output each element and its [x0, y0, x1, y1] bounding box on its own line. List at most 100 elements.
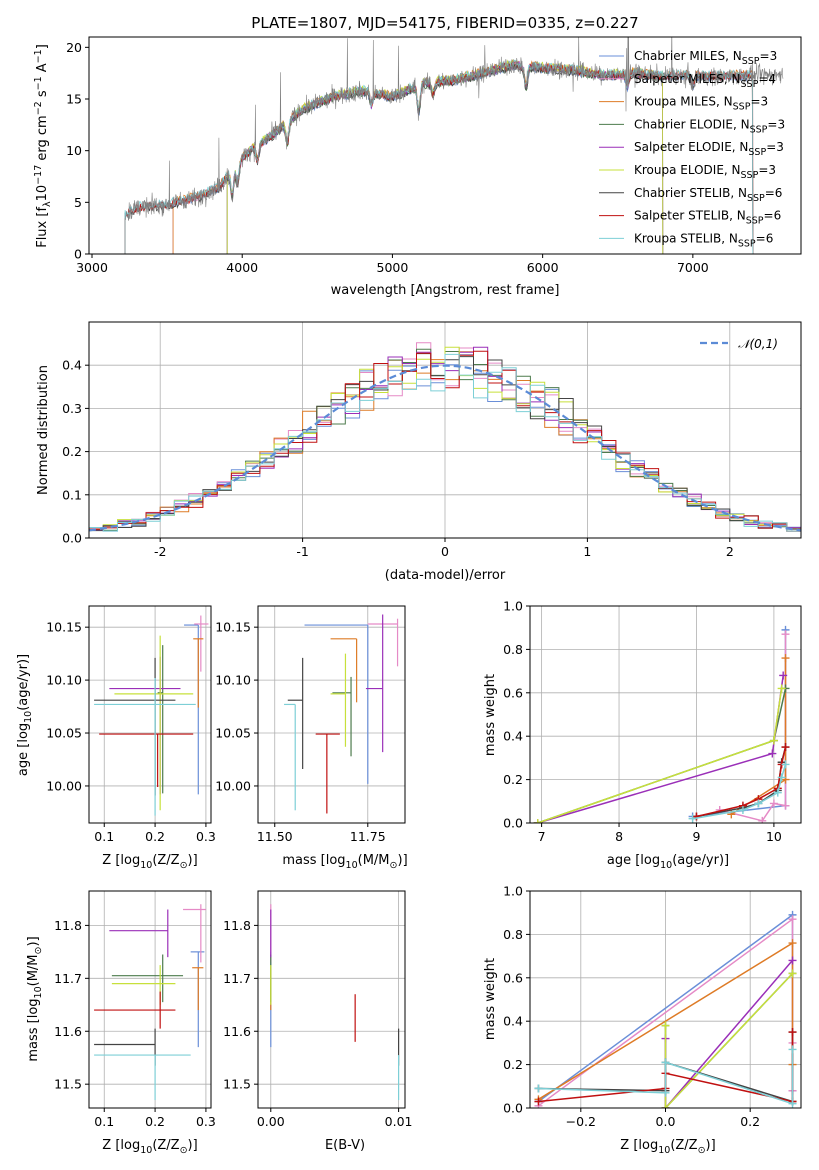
weight-marker: [788, 1028, 797, 1037]
text-span: E(B-V): [325, 1138, 365, 1153]
text-span: SSP: [733, 102, 751, 113]
legend-label: Kroupa ELODIE, NSSP=3: [634, 163, 776, 181]
error-bar-point: [304, 624, 369, 784]
weight-marker: [788, 1045, 797, 1054]
x-tick-label: 4000: [226, 260, 258, 275]
text-span: SSP: [738, 238, 756, 249]
weight-marker: [768, 749, 777, 758]
text-span: ]: [35, 44, 50, 49]
legend-label: Chabrier STELIB, NSSP=6: [634, 186, 782, 204]
error-bar-point: [284, 703, 296, 811]
text-span: )]: [188, 1138, 198, 1153]
y-tick-label: 1.0: [503, 884, 523, 899]
text-span: ⊙: [180, 1145, 188, 1156]
weight-marker: [534, 1084, 543, 1093]
text-span: age [log: [607, 853, 660, 868]
y-tick-label: 0.2: [503, 1057, 523, 1072]
panel-mass_vs_Z: 0.1 0.2 0.3 11.5 11.6 11.7 11.8: [54, 890, 216, 1129]
y-axis-label: mass weight: [483, 674, 498, 756]
text-span: SSP: [746, 216, 764, 227]
plot-area: [94, 904, 206, 1101]
weight-marker: [769, 736, 778, 745]
legend-label: Salpeter STELIB, NSSP=6: [634, 209, 781, 227]
weight-marker: [758, 816, 767, 823]
text-span: )]: [26, 936, 41, 946]
legend-label: 𝒩(0,1): [738, 337, 778, 351]
text-span: −1: [33, 49, 44, 63]
error-bar-point: [184, 624, 199, 795]
x-tick-label: 0.01: [385, 1114, 413, 1129]
text-span: 10: [346, 860, 358, 871]
text-span: SSP: [741, 170, 759, 181]
x-tick-label: -1: [296, 544, 308, 559]
text-span: ⊙: [33, 947, 44, 955]
y-tick-label: 10.00: [215, 778, 251, 793]
text-span: mass weight: [483, 958, 498, 1040]
text-span: (M/M: [358, 853, 390, 868]
legend-label: Chabrier MILES, NSSP=3: [634, 49, 777, 67]
x-tick-label: 10: [766, 829, 782, 844]
text-span: 10: [658, 1145, 670, 1156]
panel-spectrum: 3000 4000 5000 6000 7000 0 5 10 15 20: [66, 36, 802, 275]
weight-marker: [788, 1099, 797, 1108]
text-span: λ: [42, 201, 53, 207]
legend-label: Salpeter MILES, NSSP=4: [634, 72, 776, 90]
text-span: −17: [33, 165, 44, 185]
text-span: ⊙: [390, 860, 398, 871]
plot-area: [533, 625, 790, 823]
text-span: s: [35, 90, 50, 101]
panel-weight_vs_Z: −0.2 0.0 0.2 0.0 0.2 0.4 0.6 0.8 1.0: [503, 884, 802, 1129]
weight-marker: [781, 630, 790, 639]
text-span: wavelength [Angstrom, rest frame]: [331, 283, 560, 298]
panel-mass_vs_EBV: 0.00 0.01 11.5 11.6 11.7 11.8: [223, 890, 413, 1129]
text-span: (age/yr)]: [672, 853, 729, 868]
y-tick-label: 10.15: [46, 620, 82, 635]
model-spectrum: [172, 60, 754, 254]
x-tick-label: 0.2: [145, 829, 165, 844]
text-span: (age/yr)]: [16, 654, 31, 711]
text-span: A: [35, 63, 50, 76]
text-span: −1: [33, 76, 44, 90]
model-spectrum: [226, 60, 664, 254]
text-span: mass weight: [483, 674, 498, 756]
weight-marker: [779, 671, 788, 680]
plot-area: [534, 910, 797, 1108]
text-span: 10: [23, 711, 34, 723]
text-span: SSP: [742, 56, 760, 67]
x-tick-label: 0: [441, 544, 449, 559]
y-tick-label: 0: [74, 247, 82, 262]
y-tick-label: 0.0: [62, 531, 82, 546]
x-tick-label: 3000: [76, 260, 108, 275]
x-axis-label: (data-model)/error: [385, 568, 506, 583]
y-tick-label: 0.4: [503, 729, 523, 744]
y-tick-label: 11.5: [223, 1077, 251, 1092]
legend-label: Kroupa MILES, NSSP=3: [634, 95, 768, 113]
weight-marker: [773, 788, 782, 797]
text-span: 10: [35, 185, 50, 202]
text-span: Kroupa STELIB, N: [634, 231, 738, 245]
text-span: Kroupa ELODIE, N: [634, 163, 741, 177]
text-span: erg cm: [35, 115, 50, 164]
text-span: SSP: [750, 124, 768, 135]
axes-frame: [257, 890, 406, 1109]
error-bar-point: [194, 615, 209, 672]
error-bar-point: [330, 653, 347, 747]
weight-marker: [688, 814, 697, 823]
y-tick-label: 10.10: [46, 673, 82, 688]
x-tick-label: 0.2: [740, 1114, 760, 1129]
normal-curve: [89, 364, 801, 532]
x-tick-label: 0.2: [145, 1114, 165, 1129]
error-bar-point: [330, 638, 358, 703]
weight-marker: [661, 1021, 670, 1030]
text-span: Chabrier STELIB, N: [634, 186, 747, 200]
y-tick-label: 11.6: [223, 1024, 251, 1039]
model-spectrum: [226, 59, 664, 254]
text-span: =3: [758, 163, 776, 177]
x-tick-label: 8: [615, 829, 623, 844]
weight-marker: [754, 799, 763, 808]
plot-area: [94, 615, 209, 816]
x-tick-label: 7: [538, 829, 546, 844]
error-bar-point: [332, 676, 352, 757]
